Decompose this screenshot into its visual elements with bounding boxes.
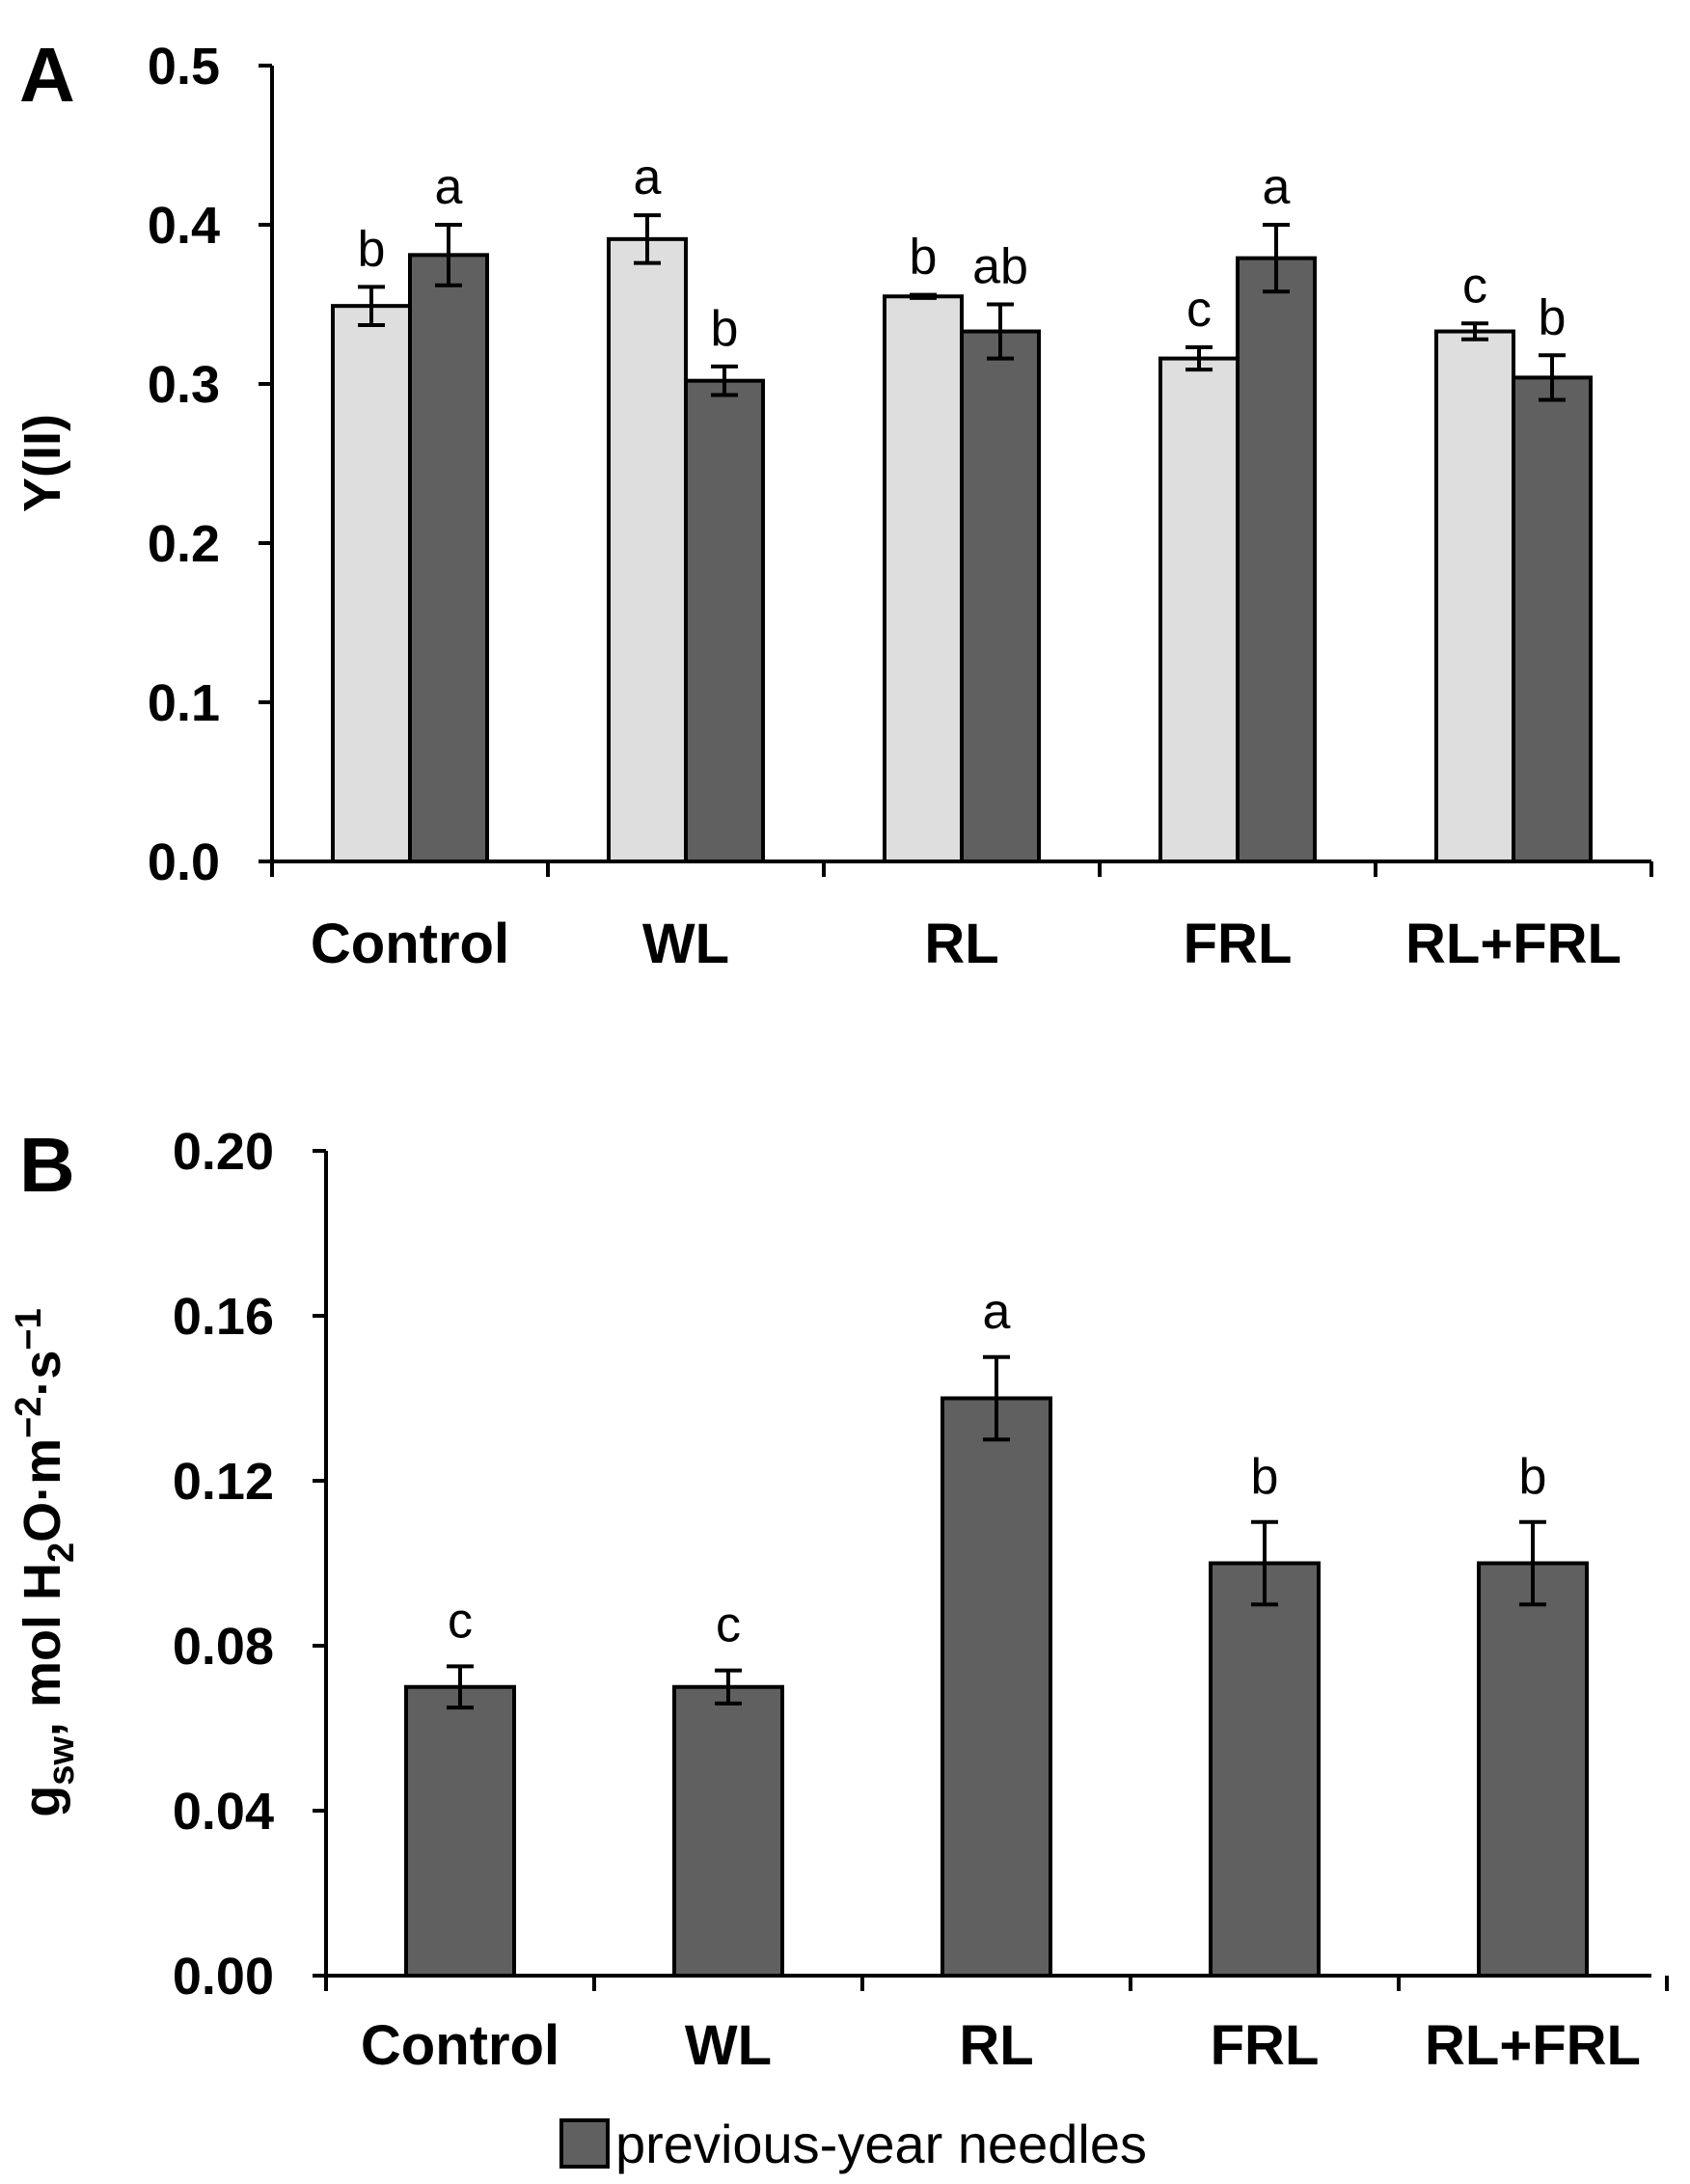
bar (672, 1684, 784, 1978)
panel-letter: A (19, 32, 75, 118)
y-tick-label: 0.4 (148, 197, 220, 255)
x-tick-label: WL (642, 913, 729, 975)
bar (940, 1396, 1052, 1978)
bar (408, 253, 489, 864)
y-tick-label: 0.2 (148, 515, 220, 573)
significance-letter: b (358, 221, 386, 277)
x-tick-label: FRL (1211, 2014, 1320, 2077)
bar (607, 236, 688, 864)
significance-letter: b (1519, 1449, 1547, 1505)
y-tick-label: 0.0 (148, 833, 220, 891)
panel-b-chart: B 0.00 0.04 0.08 0.12 0.16 0.20 Control WL RL FRL R… (9, 1122, 1669, 2077)
significance-letter: ab (972, 239, 1028, 295)
significance-letter: b (1539, 289, 1567, 345)
y-axis-title-part: 2 (41, 1542, 82, 1563)
significance-letter: c (1186, 282, 1212, 338)
panel-letter: B (19, 1122, 75, 1208)
legend: previous-year needles (559, 2114, 1147, 2174)
y-axis-title-part: , mol H (14, 1563, 71, 1736)
bar (684, 378, 765, 863)
y-axis-title-part: −1 (9, 1308, 49, 1350)
y-axis-title: Y(II) (14, 414, 71, 512)
significance-letter: a (983, 1284, 1011, 1340)
y-tick-label: 0.3 (148, 356, 220, 414)
y-tick-label: 0.1 (148, 674, 220, 732)
significance-letter: c (1462, 258, 1487, 314)
legend-label: previous-year needles (615, 2114, 1147, 2174)
x-tick-label: RL (924, 913, 998, 975)
y-axis-title-part: sw (41, 1736, 82, 1786)
panel-a-chart: A 0.0 0.1 0.2 0.3 0.4 0.5 Control WL RL FRL RL+FRL b… (14, 32, 1653, 975)
y-tick-label: 0.16 (173, 1288, 274, 1346)
significance-letter: a (435, 159, 463, 215)
significance-letter: a (1263, 159, 1291, 215)
x-tick-label: Control (361, 2014, 559, 2077)
y-axis-title: gsw, mol H2O·m−2·s−1 (9, 1308, 82, 1817)
bar (1512, 375, 1593, 863)
bar (331, 304, 412, 863)
bar (404, 1684, 516, 1978)
bar (1158, 356, 1240, 864)
x-tick-label: RL+FRL (1425, 2014, 1641, 2077)
significance-letter: a (634, 150, 662, 205)
y-tick-label: 0.12 (173, 1453, 274, 1511)
significance-letter: b (1251, 1449, 1279, 1505)
bar (1477, 1561, 1589, 1978)
x-tick-label: RL+FRL (1405, 913, 1622, 975)
y-axis-title-part: ·s (14, 1351, 71, 1397)
y-tick-label: 0.08 (173, 1618, 274, 1676)
y-tick-label: 0.5 (148, 38, 220, 96)
y-tick-label: 0.00 (173, 1948, 274, 2006)
y-tick-label: 0.20 (173, 1123, 274, 1181)
bar (1434, 329, 1515, 863)
bar (960, 329, 1041, 863)
y-axis-title-part: O·m (14, 1438, 71, 1542)
x-tick-label: Control (311, 913, 509, 975)
significance-letter: b (910, 230, 938, 286)
bar (1209, 1561, 1321, 1978)
y-axis-title-part: g (14, 1786, 71, 1817)
x-tick-label: WL (685, 2014, 772, 2077)
bar (1236, 256, 1317, 863)
significance-letter: c (448, 1593, 473, 1649)
x-tick-label: FRL (1184, 913, 1293, 975)
significance-letter: b (711, 301, 739, 357)
bar (883, 294, 964, 863)
y-axis-title-part: −2 (9, 1397, 49, 1438)
x-tick-label: RL (959, 2014, 1033, 2077)
y-tick-label: 0.04 (173, 1783, 274, 1841)
significance-letter: c (716, 1597, 741, 1653)
legend-swatch (559, 2118, 610, 2169)
